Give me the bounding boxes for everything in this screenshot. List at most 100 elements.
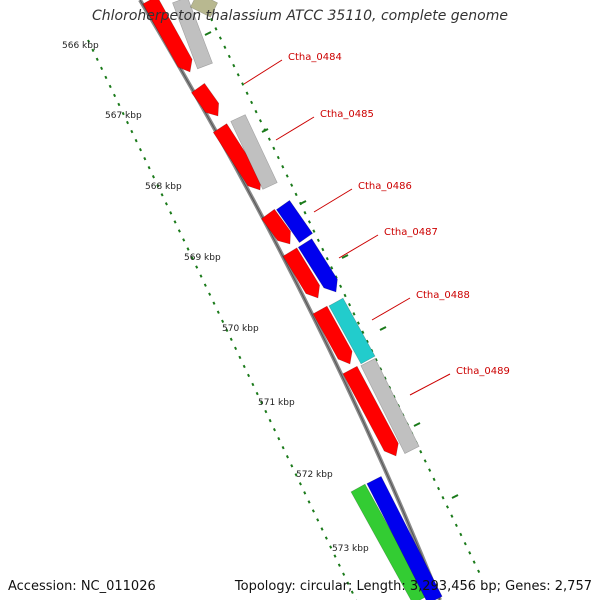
outer-scale-tick bbox=[294, 192, 298, 197]
outer-scale-tick bbox=[468, 551, 472, 555]
gene-arrow-cyan bbox=[328, 297, 376, 365]
gene-arrow-red bbox=[312, 305, 353, 365]
outer-scale-tick bbox=[463, 541, 467, 546]
scale-label-kbp: 567 kbp bbox=[105, 111, 142, 121]
gene-label: Ctha_0487 bbox=[384, 227, 438, 238]
outer-scale-tick bbox=[250, 100, 254, 105]
inner-scale-tick bbox=[173, 220, 177, 224]
outer-scale-tick bbox=[356, 321, 360, 325]
inner-scale-tick bbox=[190, 256, 194, 260]
outer-scale-tick bbox=[339, 284, 343, 289]
inner-scale-tick bbox=[113, 93, 117, 98]
inner-scale-tick bbox=[199, 274, 203, 278]
inner-scale-tick bbox=[255, 391, 259, 396]
inner-scale-tick bbox=[134, 138, 138, 143]
outer-scale-tick bbox=[254, 109, 258, 114]
inner-scale-tick bbox=[281, 446, 285, 450]
inner-scale-tick bbox=[208, 292, 212, 296]
inner-scale-tick bbox=[177, 229, 181, 233]
inner-scale-tick bbox=[260, 400, 264, 405]
scale-label-kbp: 571 kbp bbox=[258, 398, 295, 408]
outer-scale-tick bbox=[441, 496, 445, 500]
inner-scale-tick bbox=[264, 409, 268, 414]
gene-arrow-red bbox=[282, 247, 320, 299]
inner-scale-tick bbox=[121, 111, 125, 116]
inner-scale-tick bbox=[234, 346, 238, 351]
inner-scale-tick bbox=[316, 518, 320, 522]
major-tick bbox=[413, 422, 421, 427]
inner-scale-tick bbox=[126, 120, 130, 125]
scale-label-kbp: 570 kbp bbox=[222, 324, 259, 334]
outer-scale-tick bbox=[227, 54, 231, 59]
outer-scale-tick bbox=[477, 569, 481, 574]
inner-scale-tick bbox=[350, 590, 354, 594]
inner-scale-tick bbox=[303, 491, 307, 495]
outer-scale-tick bbox=[450, 514, 454, 518]
outer-scale-tick bbox=[423, 459, 427, 463]
outer-scale-tick bbox=[218, 36, 222, 40]
major-tick bbox=[261, 128, 269, 133]
inner-scale-tick bbox=[87, 39, 91, 43]
genome-summary: Topology: circular; Length: 3,293,456 bp… bbox=[234, 579, 592, 594]
outer-scale-tick bbox=[428, 468, 432, 472]
inner-scale-tick bbox=[221, 319, 225, 323]
scale-ticks-layer bbox=[87, 0, 481, 600]
gene-arrow-blue bbox=[297, 238, 338, 293]
gene-callout-line bbox=[243, 59, 283, 85]
inner-scale-tick bbox=[333, 554, 337, 558]
inner-scale-tick bbox=[324, 536, 328, 540]
gene-label: Ctha_0488 bbox=[416, 290, 470, 301]
gene-arrow-red bbox=[142, 0, 193, 73]
outer-scale-tick bbox=[325, 256, 329, 261]
major-tick bbox=[299, 200, 307, 205]
inner-scale-tick bbox=[247, 373, 251, 378]
outer-scale-tick bbox=[361, 330, 365, 334]
inner-scale-tick bbox=[203, 283, 207, 287]
inner-scale-tick bbox=[104, 75, 108, 80]
outer-scale-tick bbox=[272, 146, 276, 151]
inner-scale-tick bbox=[164, 202, 168, 206]
inner-scale-tick bbox=[195, 265, 199, 269]
inner-scale-tick bbox=[337, 563, 341, 567]
scale-label-kbp: 569 kbp bbox=[184, 253, 221, 263]
gene-arrow-gray bbox=[230, 114, 278, 190]
inner-scale-tick bbox=[294, 473, 298, 477]
genes-layer bbox=[142, 0, 443, 600]
inner-scale-tick bbox=[216, 310, 220, 314]
major-tick bbox=[341, 254, 349, 259]
outer-scale-tick bbox=[379, 367, 383, 371]
inner-scale-tick bbox=[272, 427, 276, 432]
gene-arrow-red bbox=[191, 82, 220, 117]
backbone-core bbox=[139, 0, 441, 600]
gene-arrow-olive bbox=[190, 0, 218, 18]
outer-scale-tick bbox=[236, 73, 240, 77]
major-tick bbox=[379, 326, 387, 331]
outer-scale-tick bbox=[472, 560, 476, 564]
outer-scale-tick bbox=[365, 339, 369, 344]
outer-scale-tick bbox=[383, 376, 387, 380]
inner-scale-tick bbox=[251, 382, 255, 387]
inner-scale-tick bbox=[147, 166, 151, 170]
gene-arrow-gray bbox=[360, 358, 420, 454]
outer-scale-tick bbox=[276, 155, 280, 160]
inner-scale-tick bbox=[91, 48, 95, 52]
inner-scale-tick bbox=[242, 364, 246, 369]
outer-scale-tick bbox=[245, 91, 249, 95]
scale-label-kbp: 568 kbp bbox=[145, 182, 182, 192]
inner-scale-tick bbox=[225, 328, 229, 332]
inner-scale-tick bbox=[311, 509, 315, 513]
inner-scale-tick bbox=[100, 66, 104, 71]
outer-scale-tick bbox=[285, 174, 289, 178]
outer-scale-tick bbox=[312, 229, 316, 233]
outer-scale-tick bbox=[348, 302, 352, 307]
accession-label: Accession: NC_011026 bbox=[8, 579, 156, 594]
major-tick bbox=[451, 494, 459, 499]
inner-scale-tick bbox=[238, 355, 242, 360]
inner-scale-tick bbox=[151, 175, 155, 179]
outer-scale-tick bbox=[281, 165, 285, 169]
inner-scale-tick bbox=[186, 247, 190, 251]
map-title: Chloroherpeton thalassium ATCC 35110, co… bbox=[92, 8, 508, 24]
gene-callout-line bbox=[371, 297, 411, 321]
inner-scale-tick bbox=[212, 301, 216, 305]
outer-scale-tick bbox=[210, 17, 214, 22]
